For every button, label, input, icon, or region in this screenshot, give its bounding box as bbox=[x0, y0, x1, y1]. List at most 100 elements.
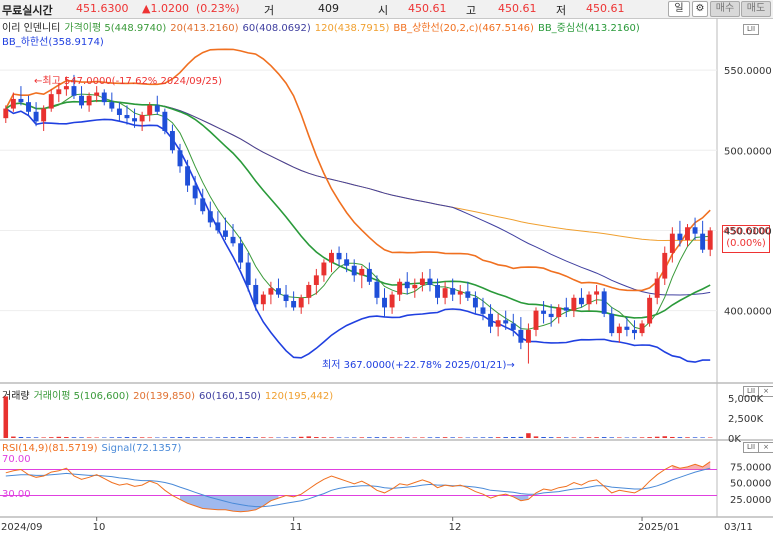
candle-body bbox=[366, 268, 372, 282]
candle-body bbox=[200, 198, 206, 212]
volume-bar bbox=[185, 437, 190, 438]
last-price-value: 450.6100 bbox=[723, 226, 771, 237]
candle-body bbox=[647, 297, 653, 324]
candle-body bbox=[3, 108, 9, 119]
volume-bar bbox=[480, 437, 486, 438]
volume-bar bbox=[79, 437, 84, 438]
volume-bar bbox=[11, 436, 16, 438]
volume-bar bbox=[594, 437, 599, 438]
volume-tick-label: 5,000K bbox=[728, 394, 764, 405]
volume-bar bbox=[450, 437, 455, 438]
candle-body bbox=[139, 114, 145, 122]
price-tick-label: 400.0000 bbox=[724, 307, 772, 318]
volume-bar bbox=[71, 437, 77, 438]
volume-bar bbox=[200, 437, 205, 438]
volume-bar bbox=[442, 437, 448, 438]
rsi-tick-label: 75.0000 bbox=[730, 462, 771, 473]
volume-pane bbox=[3, 396, 713, 438]
buy-button[interactable]: 매수 bbox=[710, 1, 740, 17]
volume-bar bbox=[586, 437, 592, 438]
chart-title: 무료실시간 bbox=[2, 4, 53, 17]
candle-body bbox=[177, 150, 183, 167]
candle-body bbox=[56, 89, 62, 95]
rsi-oversold-fill bbox=[513, 495, 529, 501]
candle-body bbox=[207, 211, 213, 223]
candle-body bbox=[336, 252, 342, 260]
candle-body bbox=[291, 301, 297, 308]
candle-body bbox=[94, 92, 100, 96]
candle-body bbox=[685, 227, 690, 241]
legend-ma60: 60(408.0692) bbox=[242, 23, 311, 34]
volume-bar bbox=[291, 437, 296, 438]
price-change: ▲1.0200 bbox=[142, 2, 189, 15]
candle-body bbox=[510, 323, 516, 330]
volume-bar bbox=[670, 436, 675, 438]
candle-body bbox=[306, 284, 312, 298]
candle-body bbox=[435, 284, 440, 298]
high-annotation: ←최고 547.0000(-17.62% 2024/09/25) bbox=[34, 75, 222, 87]
candle-body bbox=[397, 281, 403, 295]
candle-body bbox=[185, 166, 191, 186]
volume-bar bbox=[238, 437, 243, 438]
price-pane-button[interactable]: LII bbox=[743, 24, 759, 35]
volume-bar bbox=[41, 437, 46, 438]
rsi-close-button[interactable]: × bbox=[758, 442, 773, 453]
candle-body bbox=[116, 108, 122, 115]
volume-bar bbox=[223, 437, 228, 438]
candle-body bbox=[268, 288, 274, 295]
rsi-pane bbox=[0, 461, 717, 513]
last-price-tag: 450.6100 (0.00%) bbox=[722, 225, 771, 253]
candle-body bbox=[700, 233, 706, 250]
volume-bar bbox=[503, 437, 508, 438]
axes: 550.0000 500.0000 450.0000 400.0000 5,000K 2,… bbox=[1, 66, 772, 533]
price-pane bbox=[3, 48, 713, 364]
candle-body bbox=[556, 307, 562, 318]
candle-body bbox=[639, 323, 645, 334]
candle-body bbox=[162, 111, 168, 132]
period-button[interactable]: 일 bbox=[668, 1, 690, 17]
candle-body bbox=[351, 265, 357, 276]
gear-icon[interactable]: ⚙ bbox=[692, 1, 708, 17]
candle-body bbox=[132, 118, 138, 122]
x-tick-label: 11 bbox=[290, 522, 303, 533]
volume-bar bbox=[374, 437, 380, 438]
volume-bar bbox=[298, 436, 304, 438]
candle-body bbox=[616, 326, 622, 334]
low-value: 450.61 bbox=[586, 2, 625, 15]
volume-bar bbox=[132, 437, 137, 438]
candle-body bbox=[276, 288, 281, 295]
rsi-30-label: 30.00 bbox=[2, 489, 31, 500]
bb-upper-line bbox=[5, 48, 711, 292]
volume-close-button[interactable]: × bbox=[758, 386, 773, 397]
candle-body bbox=[79, 95, 84, 106]
top-toolbar: 무료실시간 451.6300 ▲1.0200 (0.23%) 거 409 시 4… bbox=[0, 0, 773, 19]
volume-bar bbox=[306, 436, 312, 438]
candle-body bbox=[677, 233, 683, 241]
candle-body bbox=[321, 262, 327, 276]
current-price: 451.6300 bbox=[76, 2, 129, 15]
volume-bar bbox=[367, 437, 372, 438]
volume-bar bbox=[700, 437, 705, 438]
legend-ma20: 20(413.2160) bbox=[170, 23, 239, 34]
candle-body bbox=[154, 105, 160, 112]
candle-body bbox=[329, 252, 334, 263]
high-label: 고 bbox=[466, 4, 477, 17]
volume-bar bbox=[314, 437, 319, 438]
volume-bar bbox=[215, 437, 221, 438]
candle-body bbox=[601, 291, 607, 314]
volume-bar bbox=[3, 396, 9, 438]
candle-body bbox=[222, 230, 228, 237]
candle-body bbox=[503, 320, 509, 324]
candle-body bbox=[518, 329, 524, 343]
legend-bb-mid: BB_중심선(413.2160) bbox=[537, 23, 640, 34]
volume-bar bbox=[245, 437, 251, 438]
candle-body bbox=[480, 307, 486, 314]
legend-ma5: 가격이평 5(448.9740) bbox=[64, 23, 167, 34]
sell-button[interactable]: 매도 bbox=[741, 1, 771, 17]
volume-bar bbox=[336, 437, 342, 438]
volume-bar bbox=[192, 437, 198, 438]
volume-bar bbox=[518, 436, 524, 438]
candle-body bbox=[382, 297, 387, 308]
rsi-legend: RSI(14,9)(81.5719) Signal(72.1357) bbox=[2, 443, 185, 454]
volume-bar bbox=[427, 437, 433, 438]
